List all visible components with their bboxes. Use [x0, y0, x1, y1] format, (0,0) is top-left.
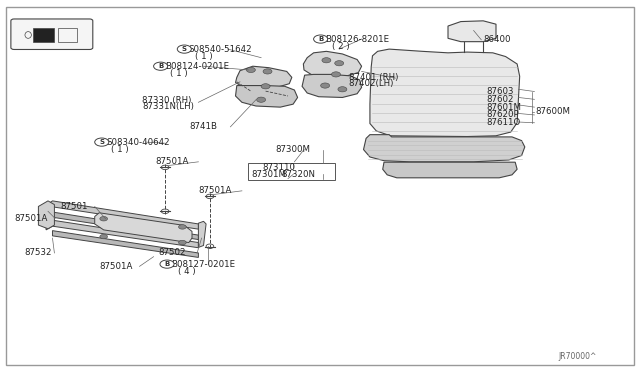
- Polygon shape: [46, 201, 198, 229]
- FancyBboxPatch shape: [11, 19, 93, 49]
- Polygon shape: [448, 21, 496, 42]
- Text: ( 1 ): ( 1 ): [195, 52, 213, 61]
- Text: ( 4 ): ( 4 ): [178, 267, 196, 276]
- Text: B08124-0201E: B08124-0201E: [165, 62, 229, 71]
- Circle shape: [314, 35, 328, 43]
- Text: S: S: [99, 139, 104, 145]
- Text: 87300M: 87300M: [275, 145, 310, 154]
- Circle shape: [338, 87, 347, 92]
- Polygon shape: [38, 201, 54, 229]
- Text: 87501A: 87501A: [198, 186, 232, 195]
- Circle shape: [100, 234, 108, 239]
- Circle shape: [246, 67, 255, 73]
- Circle shape: [206, 194, 214, 199]
- Circle shape: [206, 244, 214, 248]
- Ellipse shape: [25, 32, 31, 38]
- Polygon shape: [364, 135, 525, 162]
- Text: 87320N: 87320N: [282, 170, 316, 179]
- Text: 87501A: 87501A: [156, 157, 189, 166]
- Circle shape: [179, 240, 186, 245]
- Circle shape: [100, 217, 108, 221]
- Text: 87401 (RH): 87401 (RH): [349, 73, 398, 81]
- Text: 87501A: 87501A: [99, 262, 132, 271]
- Text: 87532: 87532: [24, 248, 52, 257]
- Polygon shape: [236, 86, 298, 107]
- Bar: [58, 28, 77, 42]
- Circle shape: [179, 225, 186, 229]
- Circle shape: [261, 84, 270, 89]
- Polygon shape: [52, 212, 198, 240]
- Bar: [33, 28, 54, 42]
- Circle shape: [335, 61, 344, 66]
- Polygon shape: [302, 74, 362, 97]
- Circle shape: [257, 97, 266, 102]
- Text: ( 2 ): ( 2 ): [332, 42, 349, 51]
- Polygon shape: [236, 66, 292, 89]
- Text: 87620P: 87620P: [486, 110, 519, 119]
- Text: B08126-8201E: B08126-8201E: [325, 35, 389, 44]
- Text: 873110: 873110: [262, 163, 296, 172]
- Text: S08540-51642: S08540-51642: [189, 45, 252, 54]
- Text: JR70000^: JR70000^: [558, 352, 596, 361]
- Text: 87501: 87501: [61, 202, 88, 211]
- Polygon shape: [198, 221, 206, 247]
- Text: B: B: [164, 261, 170, 267]
- Text: B08127-0201E: B08127-0201E: [172, 260, 236, 269]
- Text: B: B: [158, 63, 163, 69]
- Text: 87602: 87602: [486, 95, 514, 104]
- Text: B: B: [318, 36, 323, 42]
- Text: S08340-40642: S08340-40642: [106, 138, 170, 147]
- Polygon shape: [370, 49, 520, 137]
- Text: 87502: 87502: [159, 248, 186, 257]
- Text: 8741B: 8741B: [189, 122, 218, 131]
- Circle shape: [321, 83, 330, 88]
- Circle shape: [332, 72, 340, 77]
- Circle shape: [177, 45, 191, 53]
- Polygon shape: [52, 231, 198, 257]
- Text: 87331N(LH): 87331N(LH): [142, 102, 194, 111]
- Text: 87301M: 87301M: [252, 170, 287, 179]
- Circle shape: [263, 69, 272, 74]
- Circle shape: [160, 260, 174, 268]
- Polygon shape: [46, 220, 198, 248]
- Circle shape: [154, 62, 168, 70]
- Text: 87611O: 87611O: [486, 118, 521, 127]
- Circle shape: [161, 165, 169, 170]
- Text: 86400: 86400: [483, 35, 511, 44]
- Circle shape: [161, 209, 169, 214]
- Text: 87600M: 87600M: [535, 107, 570, 116]
- Text: 87501A: 87501A: [14, 214, 47, 223]
- Text: 87603: 87603: [486, 87, 514, 96]
- Polygon shape: [95, 213, 192, 243]
- Text: S: S: [182, 46, 187, 52]
- Circle shape: [322, 58, 331, 63]
- Text: 87402(LH): 87402(LH): [349, 79, 394, 88]
- Text: 87330 (RH): 87330 (RH): [142, 96, 191, 105]
- Text: ( 1 ): ( 1 ): [170, 69, 188, 78]
- Text: 87601M: 87601M: [486, 103, 522, 112]
- Polygon shape: [303, 51, 362, 77]
- Circle shape: [95, 138, 109, 146]
- Text: ( 1 ): ( 1 ): [111, 145, 129, 154]
- Polygon shape: [383, 162, 517, 178]
